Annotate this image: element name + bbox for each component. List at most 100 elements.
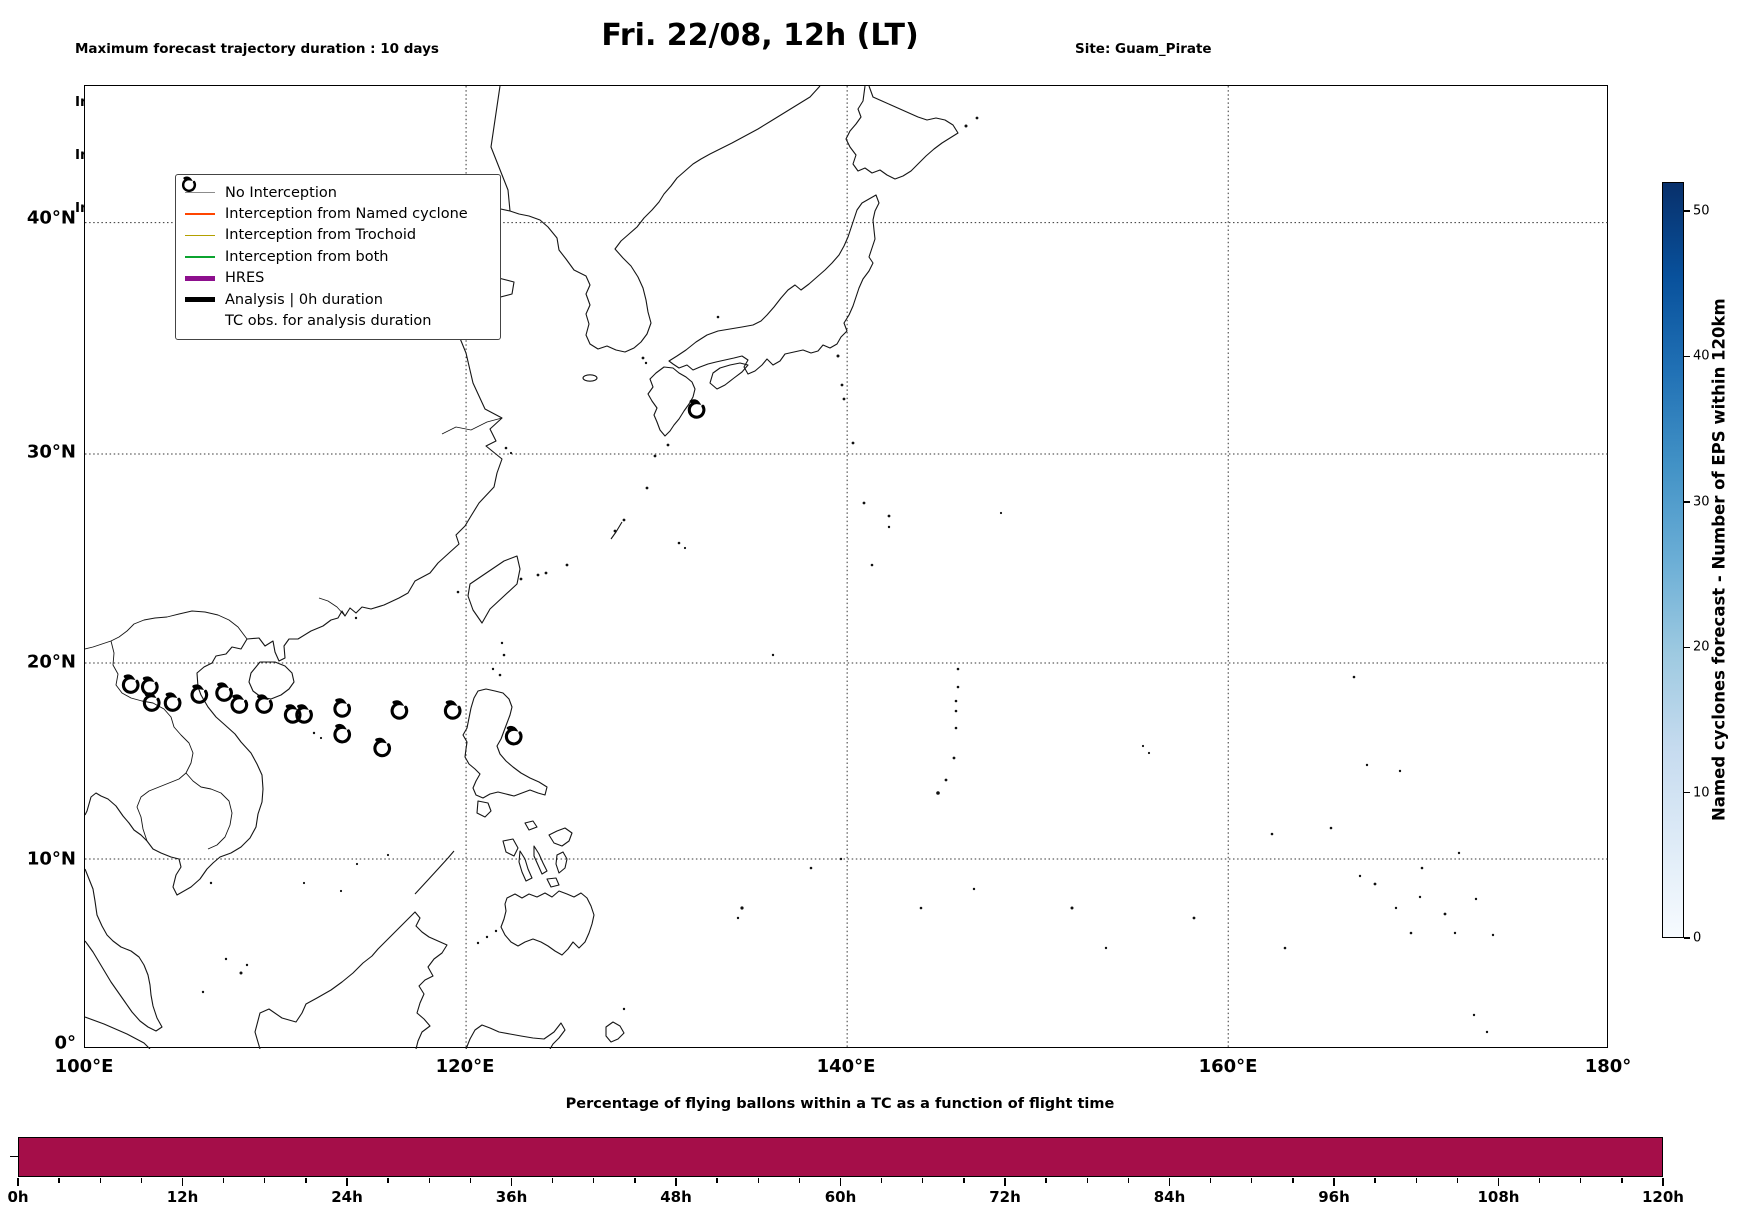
lon-tick-180: 180° (1584, 1056, 1632, 1077)
bar-axis-minor-tick (1621, 1178, 1623, 1183)
bar-axis-tick-label: 120h (1642, 1188, 1684, 1206)
coast-sulawesi (465, 1022, 566, 1049)
small-islands (201, 116, 1495, 1034)
bar-axis-tick-label: 96h (1318, 1188, 1350, 1206)
coast-jeju (582, 374, 598, 382)
green-line-swatch (184, 256, 216, 258)
colorbar-tick-label: 10 (1693, 785, 1710, 801)
map-canvas: No Interception Interception from Named … (84, 85, 1609, 1049)
lon-tick-140e: 140°E (816, 1056, 876, 1077)
map-legend: No Interception Interception from Named … (175, 174, 501, 340)
colorbar-gradient (1662, 182, 1684, 938)
tc-observation-marker (687, 399, 706, 419)
lon-tick-160e: 160°E (1198, 1056, 1258, 1077)
coast-mindoro (476, 800, 492, 818)
bar-axis-minor-tick (922, 1178, 924, 1183)
bar-axis-minor-tick (1292, 1178, 1294, 1183)
coast-mindanao (500, 890, 595, 956)
lat-tick-40n: 40°N (26, 207, 76, 229)
colorbar-tick (1684, 355, 1690, 358)
bar-axis-major-tick (1168, 1178, 1171, 1186)
tc-observation-marker (504, 725, 523, 746)
page-title: Fri. 22/08, 12h (LT) (601, 18, 919, 53)
colorbar-tick-label: 20 (1693, 639, 1710, 655)
tc-observation-marker (140, 676, 159, 696)
bar-axis-major-tick (1333, 1178, 1335, 1186)
legend-item-hres: HRES (184, 268, 490, 289)
coast-korea-primorye (509, 86, 821, 353)
coast-palawan (414, 850, 455, 895)
coast-kyushu (647, 366, 696, 437)
bar-axis-tick-label: 24h (331, 1188, 363, 1206)
bar-axis-minor-tick (1127, 1178, 1130, 1183)
tc-observation-marker (443, 700, 462, 720)
legend-item-named-cyclone: Interception from Named cyclone (184, 203, 490, 224)
site-text: Site: Guam_Pirate (1075, 41, 1212, 58)
bar-axis-minor-tick (305, 1178, 307, 1183)
colorbar-tick (1684, 646, 1690, 648)
gray-line-swatch (184, 191, 216, 194)
colorbar-tick (1684, 210, 1690, 212)
lon-tick-100e: 100°E (54, 1056, 114, 1077)
legend-item-trochoid: Interception from Trochoid (184, 225, 490, 246)
coast-honshu (668, 194, 880, 375)
coast-sumatra (85, 1016, 151, 1049)
bar-axis-major-tick (675, 1178, 677, 1186)
olive-line-swatch (184, 234, 216, 237)
bar-axis-minor-tick (963, 1178, 965, 1183)
coast-luzon (462, 688, 548, 799)
purple-line-swatch (184, 276, 216, 281)
bar-axis-tick-label: 72h (989, 1188, 1021, 1206)
coast-visayas (502, 820, 573, 888)
tc-observation-marker (373, 737, 392, 758)
coast-borneo (254, 911, 448, 1049)
bar-axis-minor-tick (222, 1178, 225, 1183)
bar-axis-minor-tick (1209, 1178, 1212, 1183)
bar-axis-minor-tick (757, 1178, 759, 1183)
bar-axis-minor-tick (716, 1178, 718, 1183)
bar-axis-tick-label: 48h (660, 1188, 692, 1206)
bar-axis-minor-tick (798, 1178, 801, 1183)
bar-axis-minor-tick (264, 1178, 266, 1183)
colorbar-tick (1684, 501, 1690, 503)
tc-observation-marker (121, 674, 140, 694)
coast-okinawa (610, 521, 623, 540)
bar-axis-minor-tick (1374, 1178, 1376, 1183)
bar-axis-minor-tick (1456, 1178, 1459, 1183)
bar-axis-minor-tick (99, 1178, 101, 1183)
coast-halmahera (605, 1021, 625, 1043)
legend-item-analysis: Analysis | 0h duration (184, 289, 490, 310)
bar-axis-major-tick (1662, 1178, 1664, 1186)
colorbar-tick-label: 40 (1693, 348, 1710, 364)
colorbar-tick (1684, 791, 1690, 794)
bar-axis-tick-label: 0h (7, 1188, 29, 1206)
tc-observation-marker (215, 682, 233, 702)
tc-observation-marker (163, 692, 182, 712)
bar-axis-minor-tick (1251, 1178, 1253, 1183)
bar-axis-major-tick (181, 1178, 184, 1186)
bar-axis-tick-label: 60h (824, 1188, 857, 1206)
lat-tick-30n: 30°N (26, 441, 76, 463)
colorbar-label: Named cyclones forecast - Number of EPS … (1709, 298, 1729, 822)
colorbar-tick (1684, 937, 1690, 939)
bar-axis-minor-tick (593, 1178, 595, 1183)
bar-axis-major-tick (839, 1178, 842, 1186)
bar-axis-minor-tick (140, 1178, 143, 1183)
bar-axis-minor-tick (1045, 1178, 1047, 1183)
legend-item-no-interception: No Interception (184, 182, 490, 203)
coast-china-indochina (85, 86, 515, 896)
bar-axis-major-tick (1497, 1178, 1500, 1186)
bar-axis-minor-tick (1580, 1178, 1582, 1183)
bar-axis-minor-tick (634, 1178, 636, 1183)
coast-hokkaido (845, 86, 959, 180)
tc-observation-marker (333, 698, 352, 718)
bar-axis-major-tick (346, 1178, 348, 1186)
coast-shikoku (709, 362, 749, 390)
bar-axis-tick-label: 12h (166, 1188, 199, 1206)
bar-y-axis-tick (10, 1156, 18, 1158)
lat-tick-0: 0° (54, 1032, 76, 1054)
bar-axis-minor-tick (551, 1178, 554, 1183)
bar-axis-minor-tick (880, 1178, 883, 1183)
inland-borders (85, 610, 248, 850)
